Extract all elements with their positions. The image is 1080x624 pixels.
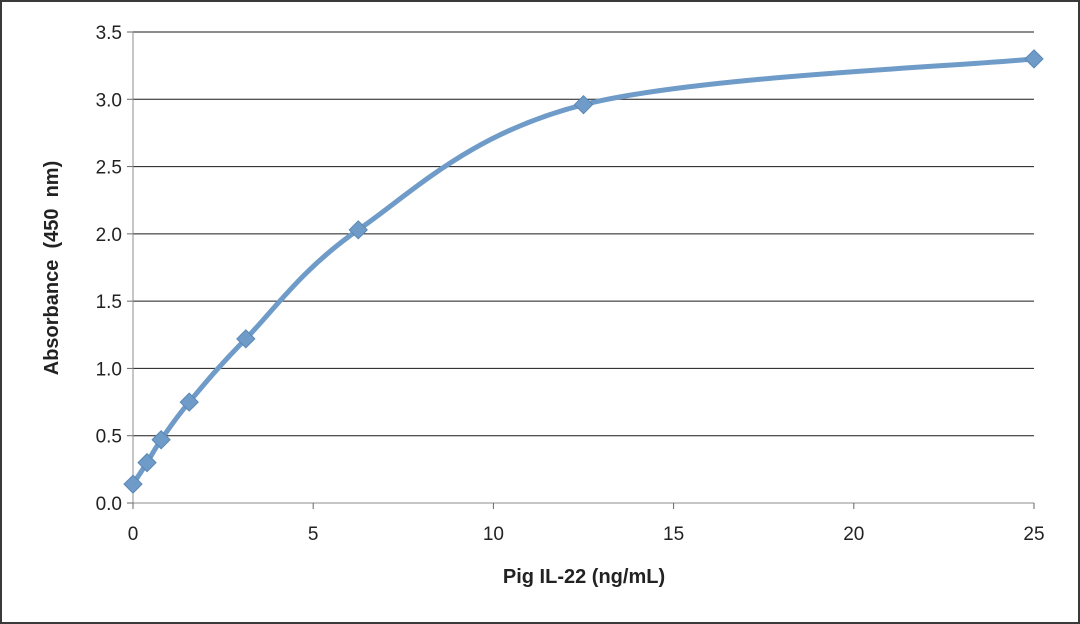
x-tick-label: 25 — [1023, 524, 1044, 545]
data-point-marker — [179, 392, 199, 412]
y-tick-label: 2.0 — [96, 225, 122, 246]
x-tick-label: 5 — [308, 524, 319, 545]
y-axis-title: Absorbance (450 nm) — [41, 161, 63, 376]
y-tick-labels: 0.0 0.5 1.0 1.5 2.0 2.5 3.0 3.5 — [96, 23, 122, 515]
x-tick-label: 20 — [843, 524, 864, 545]
y-tick-label: 1.0 — [96, 359, 122, 380]
y-tick-label: 3.5 — [96, 23, 122, 44]
data-point-marker — [151, 430, 171, 450]
data-point-marker — [1024, 49, 1044, 69]
y-tick-label: 3.0 — [96, 90, 122, 111]
data-point-marker — [123, 474, 143, 494]
grid-lines — [133, 31, 1034, 437]
y-tick-label: 0.0 — [96, 494, 122, 515]
data-point-marker — [236, 329, 256, 349]
axes — [127, 31, 1035, 509]
x-tick-labels: 0 5 10 15 20 25 — [128, 524, 1045, 545]
x-axis-title: Pig IL-22 (ng/mL) — [503, 566, 665, 588]
series-line — [130, 56, 1037, 487]
data-point-marker — [137, 452, 157, 473]
data-markers — [123, 49, 1044, 494]
y-tick-label: 1.5 — [96, 292, 122, 313]
x-tick-label: 10 — [483, 524, 504, 545]
y-tick-label: 2.5 — [96, 158, 122, 179]
x-tick-label: 15 — [663, 524, 684, 545]
y-tick-label: 0.5 — [96, 427, 122, 448]
data-point-marker — [573, 94, 594, 115]
x-tick-label: 0 — [128, 524, 139, 545]
data-point-marker — [348, 220, 368, 240]
